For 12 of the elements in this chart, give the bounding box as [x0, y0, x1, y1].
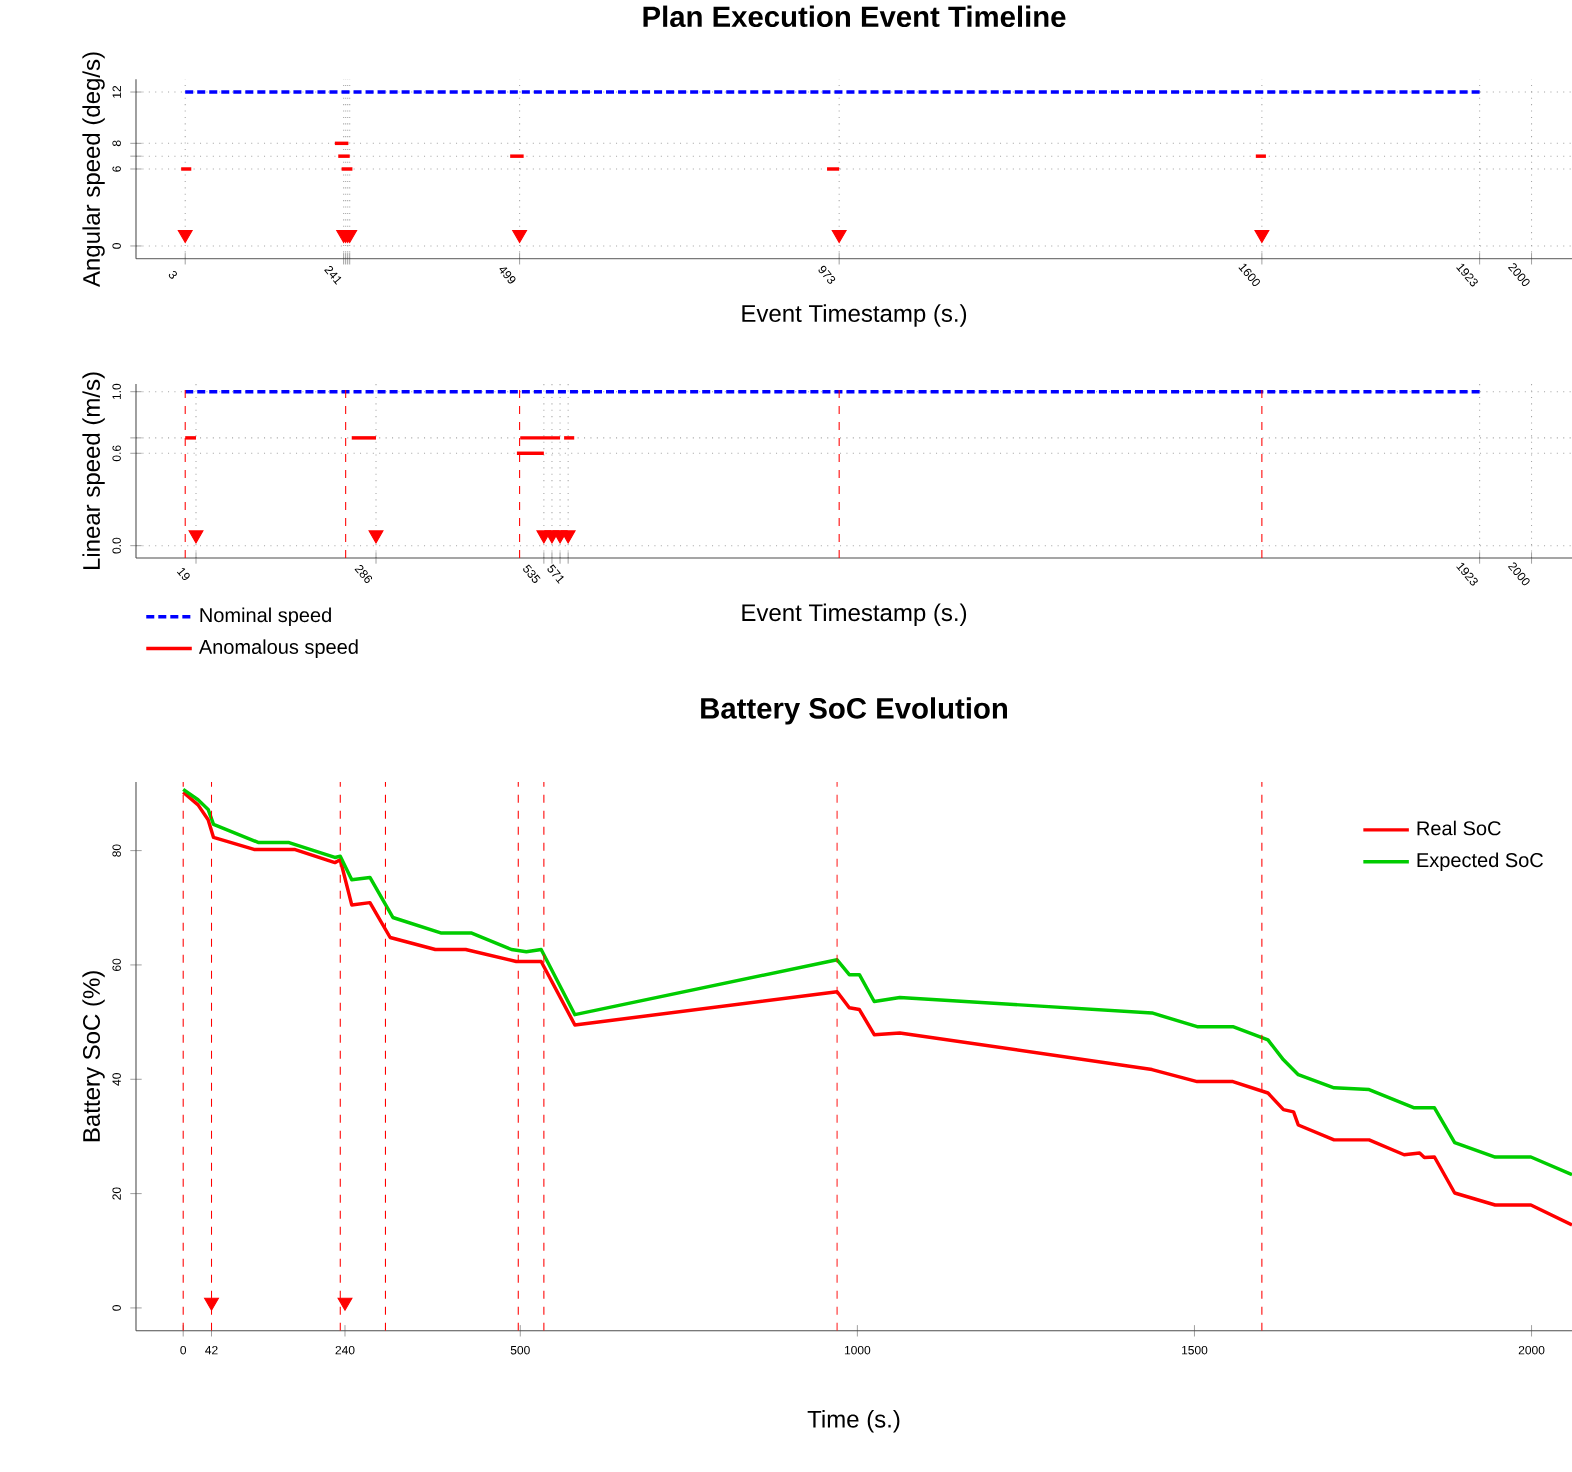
- x-axis-title: Event Timestamp (s.): [742, 603, 967, 626]
- x-axis-title: Event Timestamp (s.): [742, 304, 967, 327]
- legend-label: Nominal speed: [200, 607, 331, 627]
- x-axis-title: Time (s.): [807, 1410, 900, 1433]
- y-axis-title: Angular speed (deg/s): [82, 52, 105, 288]
- chart-title: Plan Execution Event Timeline: [643, 5, 1066, 28]
- y-axis-title: Linear speed (m/s): [82, 372, 105, 570]
- legend-label: Anomalous speed: [198, 639, 358, 658]
- legend-label: Real SoC: [1417, 820, 1501, 836]
- y-axis-title: Battery SoC (%): [82, 971, 105, 1142]
- chart-title: Battery SoC Evolution: [701, 697, 1007, 725]
- legend-label: Expected SoC: [1417, 852, 1543, 872]
